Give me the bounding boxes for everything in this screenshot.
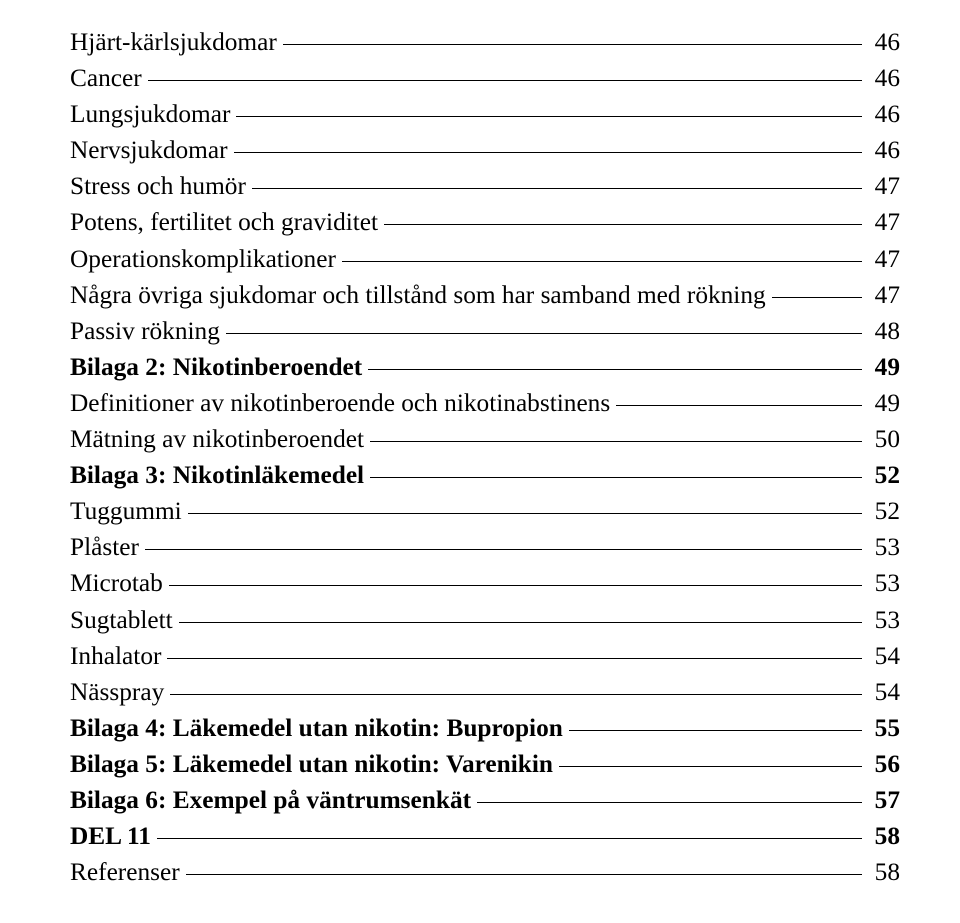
toc-row: DEL 11 58 xyxy=(70,818,900,854)
toc-row: Plåster 53 xyxy=(70,529,900,565)
toc-entry-label: Sugtablett xyxy=(70,602,173,638)
toc-leader-line xyxy=(616,405,862,406)
toc-entry-label: Cancer xyxy=(70,60,142,96)
toc-entry-label: Potens, fertilitet och graviditet xyxy=(70,204,378,240)
toc-leader-line xyxy=(236,116,862,117)
toc-leader-line xyxy=(186,874,862,875)
toc-entry-page: 58 xyxy=(868,854,900,890)
toc-entry-label: Lungsjukdomar xyxy=(70,96,230,132)
toc-leader-line xyxy=(157,838,862,839)
toc-entry-page: 47 xyxy=(868,241,900,277)
toc-entry-label: Några övriga sjukdomar och tillstånd som… xyxy=(70,277,766,313)
toc-entry-label: Bilaga 3: Nikotinläkemedel xyxy=(70,457,364,493)
toc-row: Hjärt-kärlsjukdomar 46 xyxy=(70,24,900,60)
toc-row: Mätning av nikotinberoendet 50 xyxy=(70,421,900,457)
toc-entry-page: 53 xyxy=(868,565,900,601)
toc-leader-line xyxy=(226,333,862,334)
toc-entry-label: Hjärt-kärlsjukdomar xyxy=(70,24,277,60)
toc-entry-page: 54 xyxy=(868,638,900,674)
toc-entry-label: Stress och humör xyxy=(70,168,246,204)
toc-entry-page: 52 xyxy=(868,457,900,493)
toc-entry-label: Microtab xyxy=(70,565,163,601)
toc-entry-label: Passiv rökning xyxy=(70,313,220,349)
toc-leader-line xyxy=(370,477,862,478)
toc-entry-label: Inhalator xyxy=(70,638,161,674)
toc-entry-page: 49 xyxy=(868,349,900,385)
toc-leader-line xyxy=(569,730,862,731)
toc-entry-page: 57 xyxy=(868,782,900,818)
toc-row: Bilaga 2: Nikotinberoendet 49 xyxy=(70,349,900,385)
toc-row: Bilaga 4: Läkemedel utan nikotin: Buprop… xyxy=(70,710,900,746)
toc-entry-page: 47 xyxy=(868,204,900,240)
toc-leader-line xyxy=(234,152,862,153)
toc-row: Referenser 58 xyxy=(70,854,900,890)
toc-entry-label: Operationskomplikationer xyxy=(70,241,336,277)
toc-entry-page: 50 xyxy=(868,421,900,457)
toc-row: Passiv rökning 48 xyxy=(70,313,900,349)
toc-leader-line xyxy=(559,766,862,767)
toc-leader-line xyxy=(169,585,862,586)
toc-entry-page: 54 xyxy=(868,674,900,710)
toc-row: Inhalator 54 xyxy=(70,638,900,674)
toc-entry-page: 46 xyxy=(868,132,900,168)
toc-row: Microtab 53 xyxy=(70,565,900,601)
toc-entry-label: Bilaga 4: Läkemedel utan nikotin: Buprop… xyxy=(70,710,563,746)
toc-row: Stress och humör 47 xyxy=(70,168,900,204)
toc-leader-line xyxy=(188,513,862,514)
toc-leader-line xyxy=(145,549,862,550)
toc-entry-page: 58 xyxy=(868,818,900,854)
toc-entry-label: Plåster xyxy=(70,529,139,565)
toc-entry-label: Bilaga 6: Exempel på väntrumsenkät xyxy=(70,782,471,818)
toc-entry-page: 55 xyxy=(868,710,900,746)
toc-entry-label: Nässpray xyxy=(70,674,164,710)
toc-entry-page: 49 xyxy=(868,385,900,421)
toc-entry-label: Nervsjukdomar xyxy=(70,132,228,168)
toc-entry-page: 48 xyxy=(868,313,900,349)
toc-row: Cancer 46 xyxy=(70,60,900,96)
toc-row: Sugtablett 53 xyxy=(70,602,900,638)
toc-leader-line xyxy=(384,224,862,225)
toc-entry-label: Mätning av nikotinberoendet xyxy=(70,421,364,457)
toc-entry-page: 46 xyxy=(868,96,900,132)
toc-row: Bilaga 3: Nikotinläkemedel 52 xyxy=(70,457,900,493)
toc-row: Operationskomplikationer 47 xyxy=(70,241,900,277)
toc-entry-page: 46 xyxy=(868,24,900,60)
toc-entry-label: Bilaga 2: Nikotinberoendet xyxy=(70,349,362,385)
toc-leader-line xyxy=(477,802,862,803)
toc-row: Nervsjukdomar 46 xyxy=(70,132,900,168)
toc-row: Bilaga 5: Läkemedel utan nikotin: Vareni… xyxy=(70,746,900,782)
toc-leader-line xyxy=(179,622,862,623)
toc-row: Bilaga 6: Exempel på väntrumsenkät 57 xyxy=(70,782,900,818)
toc-leader-line xyxy=(170,694,862,695)
toc-row: Tuggummi 52 xyxy=(70,493,900,529)
toc-entry-page: 53 xyxy=(868,529,900,565)
toc-entry-page: 47 xyxy=(868,168,900,204)
toc-entry-label: Definitioner av nikotinberoende och niko… xyxy=(70,385,610,421)
toc-entry-label: DEL 11 xyxy=(70,818,151,854)
toc-row: Nässpray 54 xyxy=(70,674,900,710)
toc-entry-page: 53 xyxy=(868,602,900,638)
toc-leader-line xyxy=(252,188,862,189)
toc-leader-line xyxy=(772,297,862,298)
toc-entry-page: 47 xyxy=(868,277,900,313)
toc-leader-line xyxy=(370,441,862,442)
toc-page: Hjärt-kärlsjukdomar46Cancer46Lungsjukdom… xyxy=(0,0,960,914)
toc-leader-line xyxy=(368,369,862,370)
toc-entry-label: Tuggummi xyxy=(70,493,182,529)
toc-row: Potens, fertilitet och graviditet 47 xyxy=(70,204,900,240)
toc-entry-page: 56 xyxy=(868,746,900,782)
toc-entry-label: Referenser xyxy=(70,854,180,890)
toc-entry-page: 46 xyxy=(868,60,900,96)
toc-leader-line xyxy=(283,44,862,45)
toc-leader-line xyxy=(342,261,862,262)
toc-row: Definitioner av nikotinberoende och niko… xyxy=(70,385,900,421)
toc-leader-line xyxy=(167,658,862,659)
toc-entry-label: Bilaga 5: Läkemedel utan nikotin: Vareni… xyxy=(70,746,553,782)
toc-entry-page: 52 xyxy=(868,493,900,529)
toc-leader-line xyxy=(148,80,862,81)
toc-row: Lungsjukdomar 46 xyxy=(70,96,900,132)
toc-row: Några övriga sjukdomar och tillstånd som… xyxy=(70,277,900,313)
